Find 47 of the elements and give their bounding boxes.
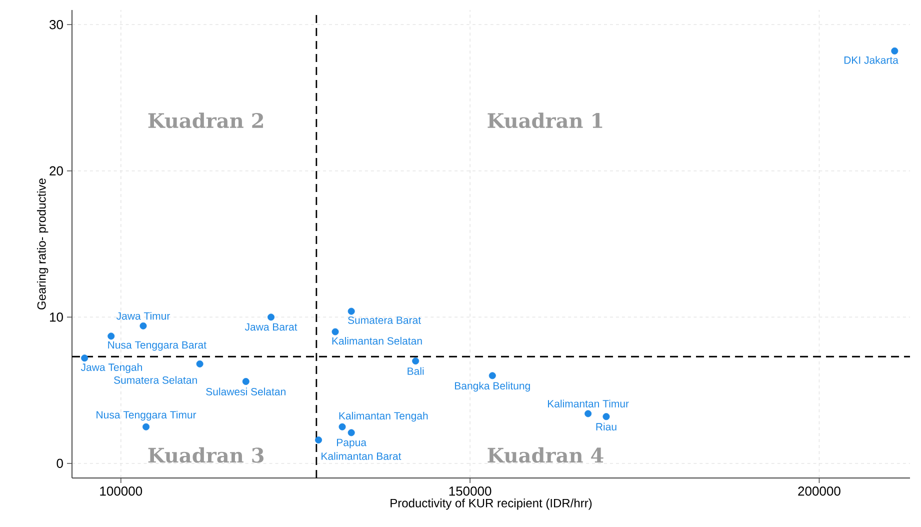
point	[81, 354, 88, 362]
x-axis-title: Productivity of KUR recipient (IDR/hrr)	[390, 498, 592, 510]
point	[242, 378, 250, 385]
series-label: Sumatera Selatan	[114, 376, 197, 384]
annotation: Kuadran 1	[488, 112, 602, 128]
series-label: Kalimantan Selatan	[332, 336, 422, 345]
annotation: Kuadran 2	[148, 112, 263, 128]
x-tick-label: 150000	[449, 486, 492, 496]
point	[268, 314, 275, 321]
series-label: Kalimantan Tengah	[339, 412, 428, 422]
series-label: Kalimantan Barat	[322, 452, 402, 460]
series-label: Jawa Tengah	[80, 363, 142, 374]
point	[338, 423, 346, 430]
series-label: Nusa Tenggara Timur	[96, 410, 196, 421]
y-tick-label: 30	[50, 20, 63, 30]
x-tick-label: 200000	[798, 486, 840, 496]
y-tick-label: 0	[56, 458, 63, 468]
y-axis-title: Gearing ratio- productive	[36, 178, 48, 310]
point	[108, 332, 115, 340]
annotation: Kuadran 3	[148, 447, 264, 463]
point	[315, 436, 322, 444]
series-label: DKI Jakarta	[844, 56, 898, 64]
point	[142, 423, 150, 430]
point	[488, 372, 496, 380]
series-label: Jawa Timur	[116, 312, 170, 320]
x-tick-label: 100000	[100, 486, 142, 496]
series-label: Sulawesi Selatan	[206, 388, 286, 396]
series-label: Riau	[596, 422, 616, 430]
point	[196, 360, 204, 368]
annotation: Kuadran 4	[488, 447, 604, 463]
point	[348, 429, 355, 436]
series-label: Papua	[337, 438, 367, 448]
point	[584, 410, 592, 418]
series-label: Bangka Belitung	[455, 382, 530, 392]
series-label: Bali	[408, 367, 424, 375]
series-label: Jawa Barat	[244, 323, 298, 331]
series-label: Sumatera Barat	[348, 316, 421, 324]
y-tick-label: 20	[50, 166, 63, 176]
series-label: Nusa Tenggara Barat	[108, 341, 206, 351]
point	[412, 358, 420, 364]
y-tick-label: 10	[50, 312, 63, 322]
point	[332, 328, 339, 336]
series-label: Kalimantan Timur	[548, 400, 629, 408]
point	[891, 47, 898, 54]
point	[140, 322, 147, 330]
point	[602, 413, 610, 420]
point	[348, 308, 355, 315]
